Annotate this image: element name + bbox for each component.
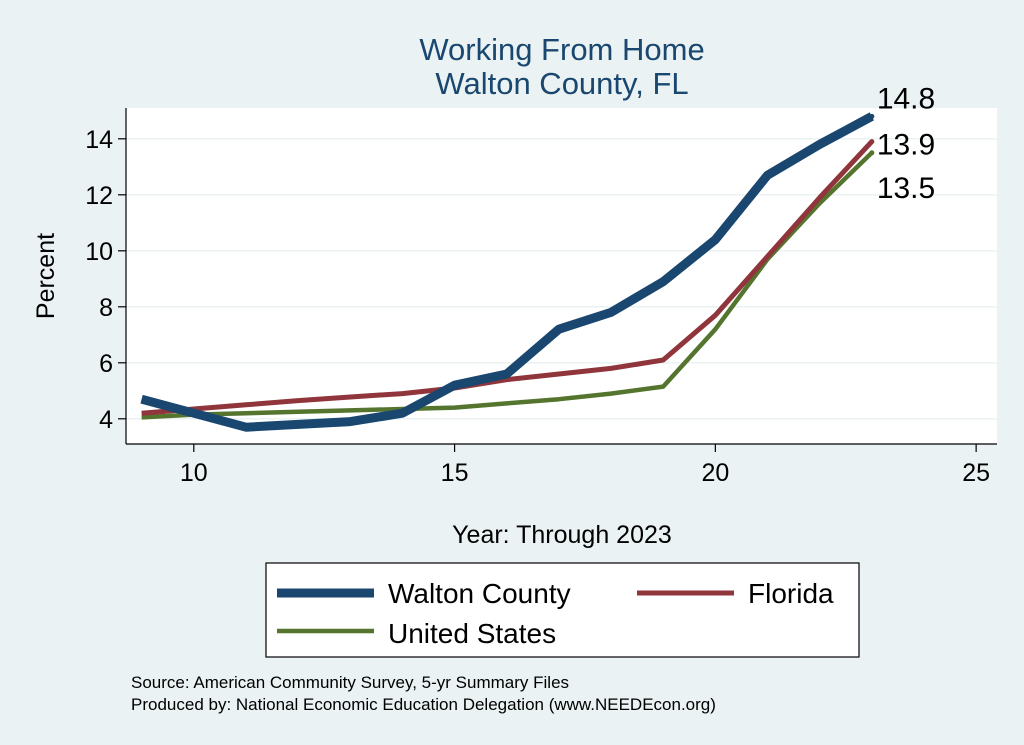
x-tick-label: 25	[962, 459, 990, 487]
axes: 4 6 8 10 12 14 10 15 20 25	[85, 108, 997, 487]
series-end-marker	[869, 150, 875, 156]
y-tick-label: 8	[99, 294, 113, 322]
end-label-florida: 13.9	[877, 129, 935, 162]
legend-box	[265, 562, 860, 658]
y-tick-label: 14	[85, 126, 113, 154]
series-line-florida	[141, 139, 874, 416]
produced-by-note: Produced by: National Economic Education…	[131, 695, 716, 714]
legend-label-florida: Florida	[748, 578, 834, 609]
series-line-walton-county	[140, 112, 874, 432]
x-tick-label: 10	[180, 459, 208, 487]
x-tick-label: 20	[701, 459, 729, 487]
y-tick-label: 6	[99, 350, 113, 378]
end-label-walton-county: 14.8	[877, 82, 935, 115]
series-line-united-states	[141, 151, 874, 420]
series-end-marker	[869, 139, 875, 145]
end-labels: 14.8 13.9 13.5	[877, 82, 935, 204]
y-tick-label: 10	[85, 238, 113, 266]
series-lines	[140, 112, 875, 432]
x-axis-label: Year: Through 2023	[452, 521, 672, 549]
source-note: Source: American Community Survey, 5-yr …	[131, 673, 569, 692]
legend: Walton County Florida United States	[265, 562, 860, 658]
x-tick-label: 15	[441, 459, 469, 487]
legend-label-walton-county: Walton County	[388, 578, 571, 609]
y-tick-label: 4	[99, 406, 113, 434]
legend-label-united-states: United States	[388, 618, 556, 649]
chart-title-line-1: Working From Home	[419, 32, 704, 67]
y-axis-label: Percent	[32, 233, 60, 319]
series-end-marker	[869, 113, 875, 119]
chart-title-line-2: Walton County, FL	[435, 66, 688, 101]
gridlines	[126, 138, 997, 420]
y-tick-label: 12	[85, 182, 113, 210]
end-label-united-states: 13.5	[877, 172, 935, 205]
